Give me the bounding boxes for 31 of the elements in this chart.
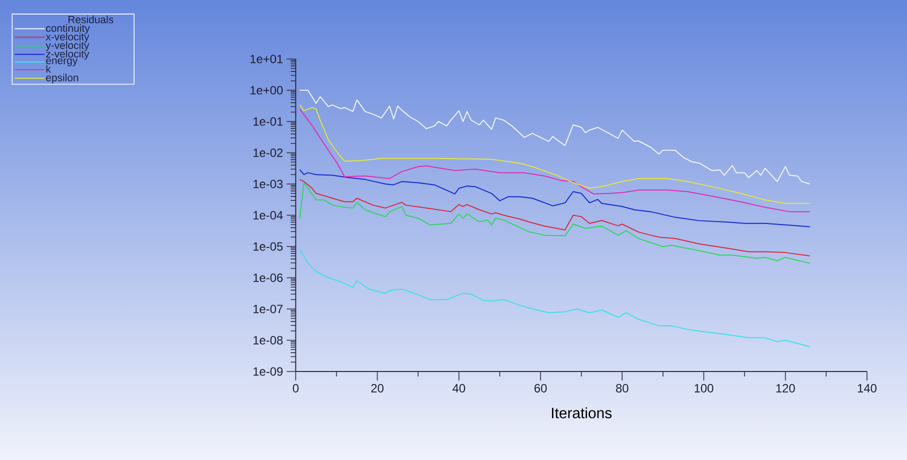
y-tick-label: 1e-01 <box>254 117 283 126</box>
x-tick-label: 100 <box>694 384 714 392</box>
y-tick-label: 1e-04 <box>254 211 283 220</box>
x-tick-label: 120 <box>776 384 795 392</box>
legend-label: y-velocity <box>46 41 90 52</box>
legend-label: z-velocity <box>46 50 90 60</box>
line-series <box>299 248 810 348</box>
x-tick-label: 40 <box>452 384 466 392</box>
legend-label: k <box>46 65 51 73</box>
y-tick-label: 1e-03 <box>254 180 283 188</box>
y-tick-label: 1e+00 <box>250 86 283 94</box>
x-tick-label: 80 <box>616 384 628 392</box>
x-tick-label: 20 <box>371 384 384 392</box>
legend-label: epsilon <box>46 74 78 84</box>
line-series <box>299 90 810 184</box>
y-tick-label: 1e-02 <box>254 148 283 157</box>
legend-label: continuity <box>46 24 90 34</box>
x-axis-title: Iterations <box>552 407 612 418</box>
x-tick-label: 60 <box>534 384 547 392</box>
x-tick-label: 0 <box>292 384 299 392</box>
x-tick-label: 140 <box>858 384 877 392</box>
y-tick-label: 1e-06 <box>254 274 283 282</box>
y-tick-label: 1e-05 <box>254 242 283 251</box>
y-tick-label: 1e+01 <box>250 54 283 64</box>
y-tick-label: 1e-07 <box>254 304 283 314</box>
line-series <box>299 169 810 228</box>
legend-label: energy <box>46 58 78 66</box>
y-tick-label: 1e-08 <box>254 336 283 344</box>
legend-label: x-velocity <box>46 32 90 42</box>
legend-title: Residuals <box>68 16 114 24</box>
y-tick-label: 1e-09 <box>254 367 283 376</box>
